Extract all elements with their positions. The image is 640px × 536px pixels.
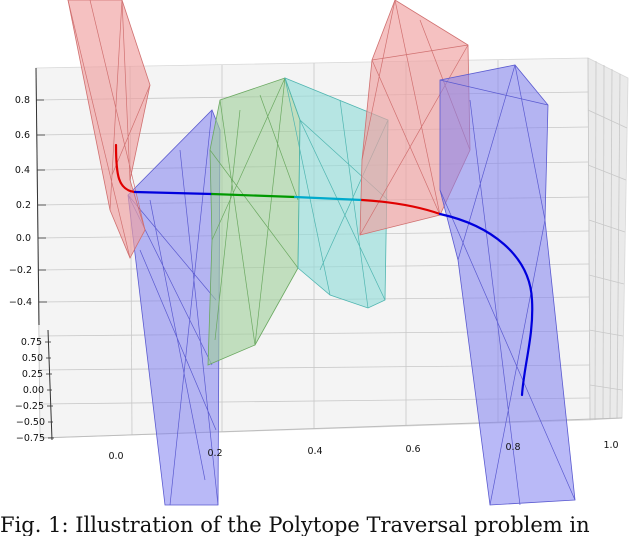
x-tick-label: 0.0 <box>108 451 123 462</box>
right-pane <box>587 57 629 421</box>
y-tick-label: −0.50 <box>16 417 45 428</box>
x-tick-label: 0.6 <box>405 444 420 455</box>
z-axis-ticks <box>36 99 47 303</box>
blue-polytope-right <box>439 64 576 506</box>
z-tick-label: 0.0 <box>16 233 31 244</box>
trajectory-cyan <box>293 195 364 202</box>
z-tick-label: 0.8 <box>15 95 30 106</box>
trajectory-green <box>210 192 297 199</box>
cyan-polytope <box>284 77 389 309</box>
y-tick-label: 0.00 <box>23 385 44 396</box>
y-tick-label: 0.75 <box>21 337 42 348</box>
trajectory-red-start <box>114 143 137 194</box>
y-tick-label: −0.25 <box>15 401 44 412</box>
z-axis-line <box>35 67 40 326</box>
z-tick-label: 0.2 <box>16 200 31 211</box>
x-tick-labels: 0.0 0.2 0.4 0.6 0.8 1.0 <box>108 440 618 462</box>
x-tick-label: 1.0 <box>603 440 618 451</box>
red-polytope-left <box>67 0 151 259</box>
z-tick-label: −0.4 <box>9 297 32 308</box>
trajectory-blue-1 <box>133 190 214 196</box>
y-tick-label: 0.50 <box>22 353 43 364</box>
y-tick-labels: 0.75 0.50 0.25 0.00 −0.25 −0.50 −0.75 <box>15 337 45 444</box>
x-tick-label: 0.4 <box>307 446 322 457</box>
green-polytope <box>207 77 301 366</box>
z-tick-labels: 0.8 0.6 0.4 0.2 0.0 −0.2 −0.4 <box>9 95 32 308</box>
x-tick-label: 0.2 <box>207 448 222 459</box>
side-grid <box>587 60 628 421</box>
figure-caption: Fig. 1: Illustration of the Polytope Tra… <box>0 513 590 536</box>
z-tick-label: −0.2 <box>9 265 32 276</box>
trajectory-red-mid <box>360 198 442 216</box>
x-tick-label: 0.8 <box>505 442 520 453</box>
polytope-3d-figure: 0.8 0.6 0.4 0.2 0.0 −0.2 −0.4 0.75 0.50 … <box>9 0 629 506</box>
trajectory-blue-end <box>438 212 534 397</box>
trajectory <box>114 143 534 397</box>
y-tick-label: 0.25 <box>22 369 43 380</box>
y-axis-ticks <box>45 341 54 439</box>
z-tick-label: 0.6 <box>15 130 30 141</box>
z-tick-label: 0.4 <box>15 165 30 176</box>
y-tick-label: −0.75 <box>16 433 45 444</box>
